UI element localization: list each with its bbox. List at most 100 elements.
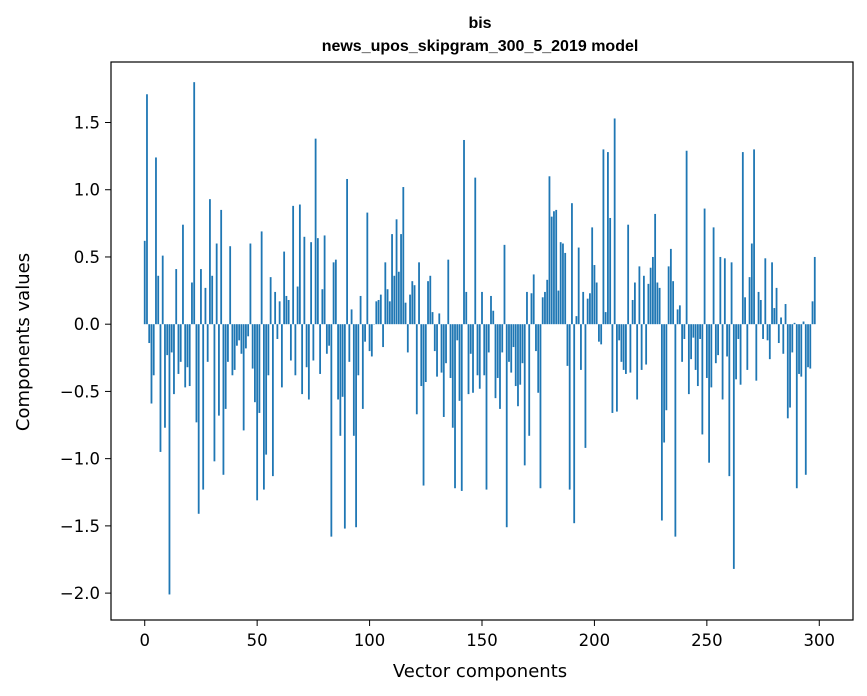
bar <box>528 324 531 436</box>
bar <box>200 269 202 325</box>
bar <box>589 293 591 325</box>
bar <box>649 267 652 325</box>
bar <box>501 324 504 353</box>
bar <box>676 309 679 325</box>
bar <box>562 243 564 325</box>
bar <box>757 291 760 325</box>
bar <box>802 321 805 325</box>
bar <box>795 324 798 489</box>
bar <box>492 310 495 325</box>
bar <box>274 291 277 325</box>
bar <box>146 94 148 325</box>
bar <box>206 324 209 362</box>
bar <box>388 301 391 325</box>
bar <box>766 324 769 341</box>
bar <box>368 324 371 352</box>
bar <box>656 282 659 325</box>
bar <box>271 324 274 477</box>
bar <box>481 291 483 325</box>
bar <box>328 324 331 346</box>
bar <box>746 324 749 370</box>
bar <box>406 324 409 353</box>
bar <box>307 324 310 400</box>
bar <box>645 324 648 365</box>
bar <box>258 324 261 413</box>
bar <box>319 324 322 374</box>
bar <box>188 324 191 387</box>
bar <box>658 287 661 325</box>
bar <box>721 324 724 400</box>
bar <box>580 324 582 370</box>
bar <box>316 238 319 325</box>
bar <box>197 324 200 514</box>
bar <box>159 324 162 452</box>
bar <box>813 256 816 325</box>
bar <box>211 275 214 325</box>
bar <box>681 324 684 362</box>
bar <box>355 324 357 528</box>
bar <box>791 324 794 353</box>
bar <box>638 266 641 325</box>
bar <box>487 324 490 353</box>
bar <box>483 324 486 376</box>
bar <box>647 283 650 325</box>
bar <box>685 150 688 325</box>
bar <box>330 324 333 537</box>
bar <box>530 293 533 325</box>
bar <box>732 324 735 569</box>
bar <box>771 262 773 325</box>
bar <box>287 299 290 325</box>
bar <box>705 324 708 378</box>
bar <box>301 324 304 395</box>
bar <box>557 290 560 325</box>
bar <box>296 286 299 325</box>
y-tick-label: −1.5 <box>60 517 100 536</box>
bar <box>595 282 598 325</box>
bar <box>672 281 675 325</box>
bar <box>310 242 313 325</box>
y-tick-label: −0.5 <box>60 382 100 401</box>
y-tick-label: −1.0 <box>60 450 100 469</box>
bar <box>472 324 474 393</box>
bar <box>699 324 702 339</box>
bar <box>505 324 508 528</box>
bar <box>463 139 465 325</box>
bar <box>269 277 272 325</box>
bar <box>170 324 173 353</box>
bar <box>245 324 247 349</box>
bar <box>238 324 241 341</box>
bar <box>719 256 722 325</box>
bar <box>204 287 207 325</box>
bar <box>759 299 762 325</box>
bar <box>571 203 573 325</box>
bar <box>276 324 279 339</box>
bar <box>550 216 553 325</box>
bar <box>233 324 236 370</box>
x-axis: 0 50 100 150 200 250 300 <box>139 620 835 650</box>
bar <box>379 294 382 325</box>
bar <box>229 246 232 325</box>
bar <box>157 275 160 325</box>
y-tick-label: 0.5 <box>74 248 100 267</box>
bar <box>633 282 636 325</box>
bar <box>609 217 612 325</box>
bar <box>420 324 423 387</box>
bar <box>717 324 719 356</box>
bar <box>298 204 301 325</box>
x-axis-label: Vector components <box>393 661 567 682</box>
bar <box>669 248 672 325</box>
bar <box>175 269 178 325</box>
bar <box>449 324 452 378</box>
bar <box>294 324 297 376</box>
bar <box>339 324 342 436</box>
bar <box>640 324 643 370</box>
bar <box>231 324 234 376</box>
bar <box>179 324 182 362</box>
bar <box>499 324 501 409</box>
bar <box>195 324 198 423</box>
bar <box>236 324 238 346</box>
bar <box>613 118 616 325</box>
bar <box>249 243 252 325</box>
bar <box>629 324 632 373</box>
bar <box>665 324 668 411</box>
